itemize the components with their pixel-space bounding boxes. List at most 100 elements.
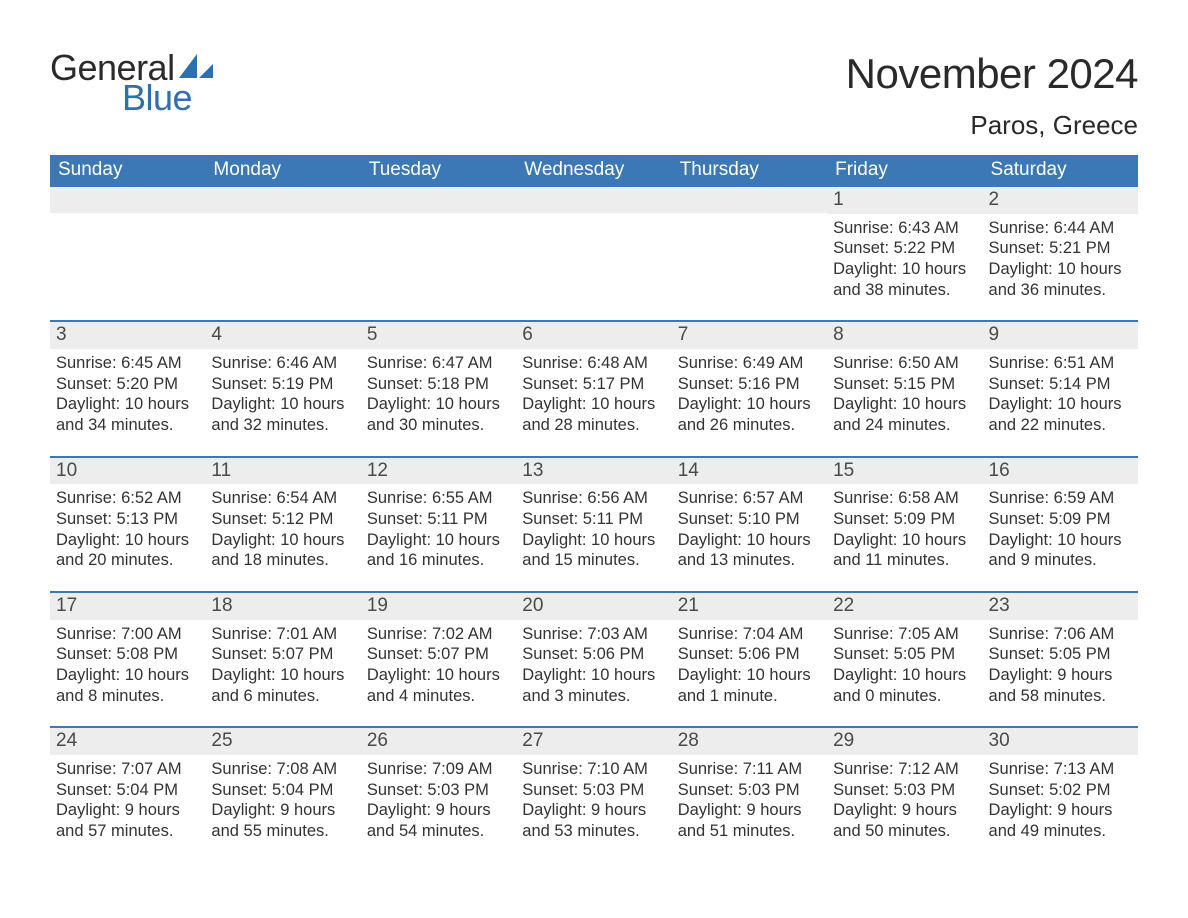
daylight-text: and 22 minutes. [989, 415, 1132, 436]
sunrise-text: Sunrise: 6:44 AM [989, 218, 1132, 239]
daylight-text: Daylight: 10 hours [678, 530, 821, 551]
daylight-text: Daylight: 10 hours [367, 530, 510, 551]
weekday-header: Tuesday [361, 155, 516, 187]
day-number: 29 [827, 728, 982, 755]
day-body: Sunrise: 6:54 AMSunset: 5:12 PMDaylight:… [205, 484, 360, 575]
sunrise-text: Sunrise: 7:09 AM [367, 759, 510, 780]
day-body: Sunrise: 7:06 AMSunset: 5:05 PMDaylight:… [983, 620, 1138, 711]
daylight-text: and 57 minutes. [56, 821, 199, 842]
sunset-text: Sunset: 5:09 PM [833, 509, 976, 530]
day-number: 3 [50, 322, 205, 349]
daylight-text: and 55 minutes. [211, 821, 354, 842]
sunrise-text: Sunrise: 7:07 AM [56, 759, 199, 780]
day-cell: 1Sunrise: 6:43 AMSunset: 5:22 PMDaylight… [827, 187, 982, 304]
month-title: November 2024 [846, 50, 1138, 98]
day-number: 12 [361, 458, 516, 485]
sunset-text: Sunset: 5:12 PM [211, 509, 354, 530]
daylight-text: Daylight: 10 hours [56, 394, 199, 415]
day-body: Sunrise: 7:13 AMSunset: 5:02 PMDaylight:… [983, 755, 1138, 846]
sunrise-text: Sunrise: 7:06 AM [989, 624, 1132, 645]
daylight-text: and 9 minutes. [989, 550, 1132, 571]
daylight-text: Daylight: 10 hours [367, 665, 510, 686]
day-cell [50, 187, 205, 304]
daylight-text: Daylight: 10 hours [56, 665, 199, 686]
sunset-text: Sunset: 5:07 PM [211, 644, 354, 665]
sunrise-text: Sunrise: 6:49 AM [678, 353, 821, 374]
empty-day-bar [516, 187, 671, 213]
day-number: 19 [361, 593, 516, 620]
day-body: Sunrise: 7:00 AMSunset: 5:08 PMDaylight:… [50, 620, 205, 711]
day-body: Sunrise: 6:57 AMSunset: 5:10 PMDaylight:… [672, 484, 827, 575]
day-number: 17 [50, 593, 205, 620]
daylight-text: and 58 minutes. [989, 686, 1132, 707]
sunrise-text: Sunrise: 7:03 AM [522, 624, 665, 645]
day-body: Sunrise: 6:55 AMSunset: 5:11 PMDaylight:… [361, 484, 516, 575]
sunset-text: Sunset: 5:05 PM [989, 644, 1132, 665]
day-cell: 6Sunrise: 6:48 AMSunset: 5:17 PMDaylight… [516, 322, 671, 439]
day-body: Sunrise: 7:08 AMSunset: 5:04 PMDaylight:… [205, 755, 360, 846]
day-cell [205, 187, 360, 304]
location-label: Paros, Greece [846, 110, 1138, 141]
day-cell: 22Sunrise: 7:05 AMSunset: 5:05 PMDayligh… [827, 593, 982, 710]
day-cell [516, 187, 671, 304]
daylight-text: Daylight: 9 hours [989, 665, 1132, 686]
daylight-text: Daylight: 10 hours [211, 394, 354, 415]
sunset-text: Sunset: 5:05 PM [833, 644, 976, 665]
day-cell: 11Sunrise: 6:54 AMSunset: 5:12 PMDayligh… [205, 458, 360, 575]
daylight-text: Daylight: 10 hours [211, 530, 354, 551]
sunrise-text: Sunrise: 7:05 AM [833, 624, 976, 645]
empty-day-bar [50, 187, 205, 213]
daylight-text: and 18 minutes. [211, 550, 354, 571]
day-number: 5 [361, 322, 516, 349]
day-cell: 3Sunrise: 6:45 AMSunset: 5:20 PMDaylight… [50, 322, 205, 439]
sunset-text: Sunset: 5:14 PM [989, 374, 1132, 395]
daylight-text: and 30 minutes. [367, 415, 510, 436]
sunrise-text: Sunrise: 6:58 AM [833, 488, 976, 509]
day-cell [361, 187, 516, 304]
day-body: Sunrise: 6:47 AMSunset: 5:18 PMDaylight:… [361, 349, 516, 440]
sunset-text: Sunset: 5:17 PM [522, 374, 665, 395]
daylight-text: Daylight: 10 hours [56, 530, 199, 551]
daylight-text: and 0 minutes. [833, 686, 976, 707]
day-cell: 18Sunrise: 7:01 AMSunset: 5:07 PMDayligh… [205, 593, 360, 710]
day-number: 4 [205, 322, 360, 349]
day-body: Sunrise: 7:05 AMSunset: 5:05 PMDaylight:… [827, 620, 982, 711]
daylight-text: Daylight: 10 hours [367, 394, 510, 415]
daylight-text: Daylight: 9 hours [367, 800, 510, 821]
week-row: 3Sunrise: 6:45 AMSunset: 5:20 PMDaylight… [50, 320, 1138, 439]
weeks-container: 1Sunrise: 6:43 AMSunset: 5:22 PMDaylight… [50, 187, 1138, 845]
daylight-text: and 24 minutes. [833, 415, 976, 436]
daylight-text: Daylight: 10 hours [833, 394, 976, 415]
day-body: Sunrise: 7:09 AMSunset: 5:03 PMDaylight:… [361, 755, 516, 846]
daylight-text: Daylight: 10 hours [211, 665, 354, 686]
day-number: 11 [205, 458, 360, 485]
day-cell: 10Sunrise: 6:52 AMSunset: 5:13 PMDayligh… [50, 458, 205, 575]
weekday-header-row: Sunday Monday Tuesday Wednesday Thursday… [50, 155, 1138, 187]
day-cell: 19Sunrise: 7:02 AMSunset: 5:07 PMDayligh… [361, 593, 516, 710]
brand-word2: Blue [122, 80, 213, 116]
day-body: Sunrise: 7:04 AMSunset: 5:06 PMDaylight:… [672, 620, 827, 711]
sunrise-text: Sunrise: 7:02 AM [367, 624, 510, 645]
sunrise-text: Sunrise: 6:48 AM [522, 353, 665, 374]
day-number: 25 [205, 728, 360, 755]
daylight-text: Daylight: 10 hours [989, 530, 1132, 551]
day-cell: 17Sunrise: 7:00 AMSunset: 5:08 PMDayligh… [50, 593, 205, 710]
daylight-text: and 38 minutes. [833, 280, 976, 301]
sunrise-text: Sunrise: 7:10 AM [522, 759, 665, 780]
daylight-text: and 51 minutes. [678, 821, 821, 842]
day-cell: 28Sunrise: 7:11 AMSunset: 5:03 PMDayligh… [672, 728, 827, 845]
day-cell: 30Sunrise: 7:13 AMSunset: 5:02 PMDayligh… [983, 728, 1138, 845]
day-body: Sunrise: 6:56 AMSunset: 5:11 PMDaylight:… [516, 484, 671, 575]
daylight-text: Daylight: 9 hours [678, 800, 821, 821]
sunset-text: Sunset: 5:08 PM [56, 644, 199, 665]
sunset-text: Sunset: 5:04 PM [211, 780, 354, 801]
day-body: Sunrise: 6:45 AMSunset: 5:20 PMDaylight:… [50, 349, 205, 440]
day-number: 22 [827, 593, 982, 620]
sunrise-text: Sunrise: 6:47 AM [367, 353, 510, 374]
day-number: 6 [516, 322, 671, 349]
sunrise-text: Sunrise: 6:45 AM [56, 353, 199, 374]
daylight-text: and 49 minutes. [989, 821, 1132, 842]
calendar-grid: Sunday Monday Tuesday Wednesday Thursday… [50, 155, 1138, 845]
daylight-text: and 6 minutes. [211, 686, 354, 707]
sunset-text: Sunset: 5:02 PM [989, 780, 1132, 801]
